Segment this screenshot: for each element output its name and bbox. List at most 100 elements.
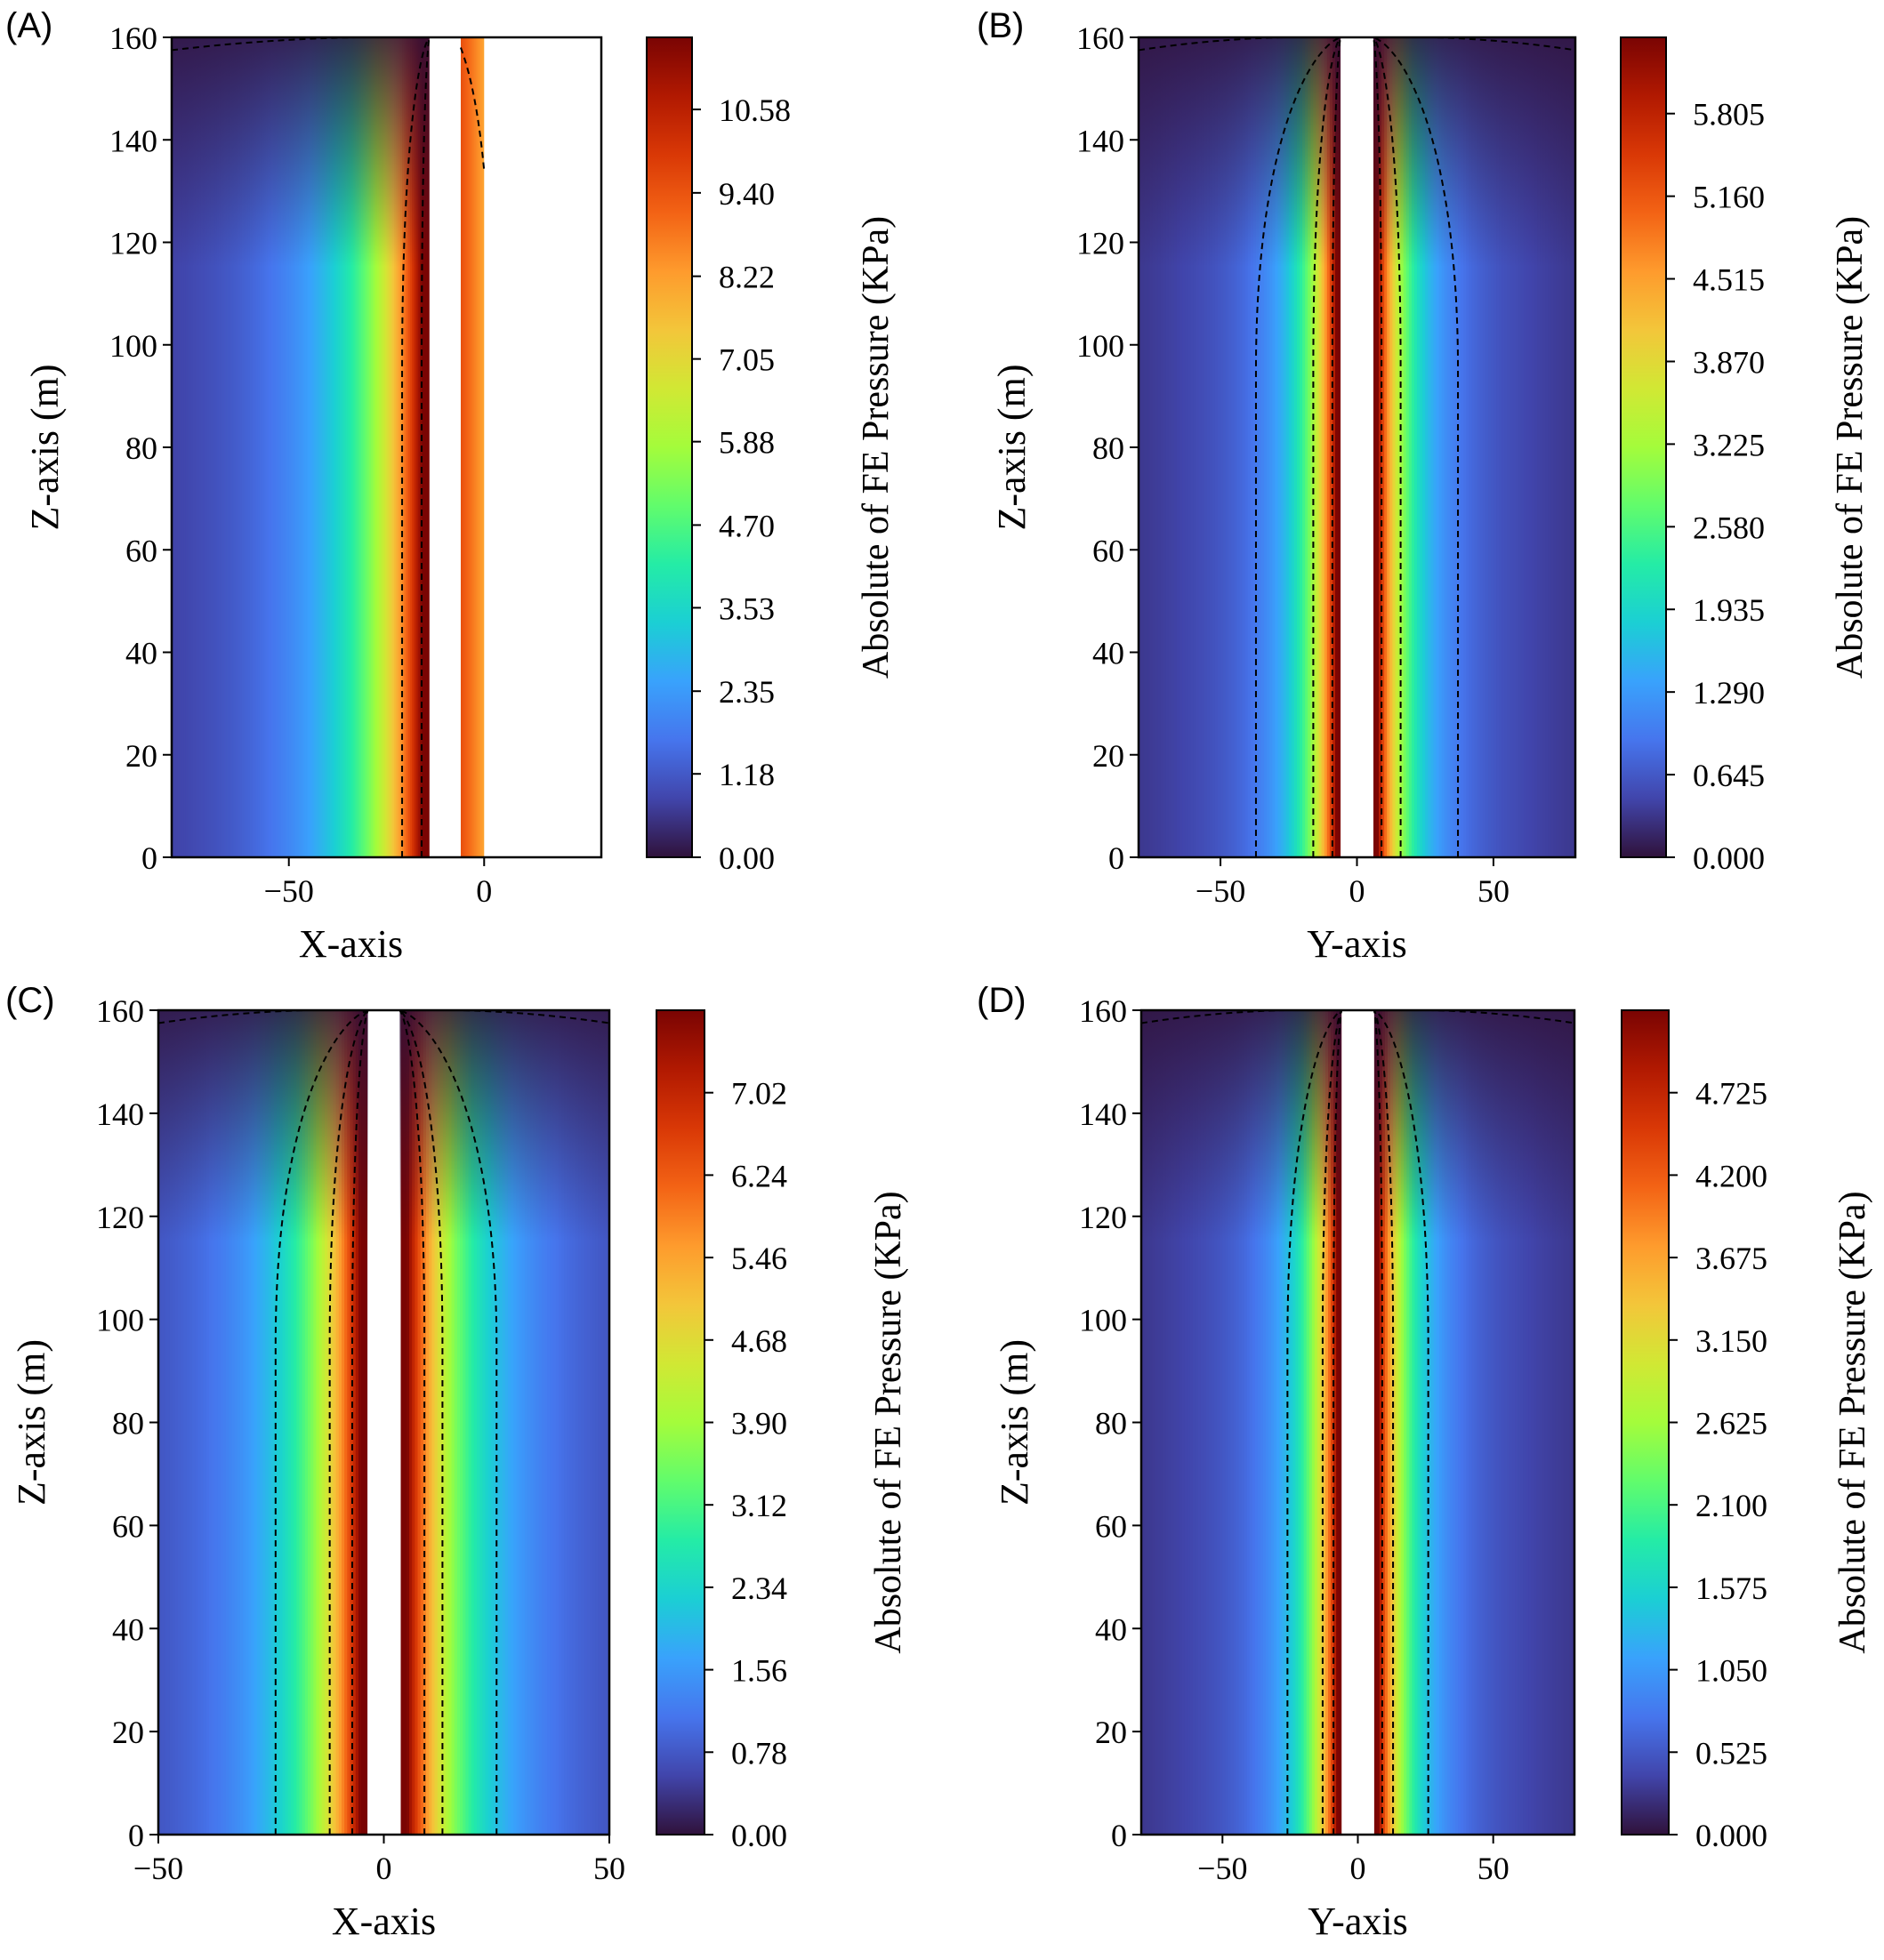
pressure-field [172,37,601,857]
y-tick-label: 100 [1076,328,1124,364]
field-column [482,37,485,857]
chart-panel: (B) 0 20 40 60 80 100 120 140 160 −50 0 50 Y-axis Z-ax… [977,6,1871,966]
colorbar-tick-label: 0.78 [731,1735,787,1771]
field-column [474,37,478,857]
colorbar-tick-label: 4.68 [731,1323,787,1359]
panel-label: (A) [5,6,52,45]
colorbar-title: Absolute of FE Pressure (KPa) [1830,216,1871,679]
y-tick-label: 20 [112,1715,144,1750]
y-axis-title: Z-axis (m) [23,365,67,531]
y-tick-label: 80 [1095,1406,1127,1442]
top-fade-right [1373,37,1575,857]
top-fade-right [1373,1010,1574,1835]
pressure-field [158,1010,609,1835]
colorbar-tick-label: 1.050 [1695,1653,1767,1689]
field-column [470,37,473,857]
pressure-contour [1312,37,1341,857]
colorbar-tick-label: 0.000 [1695,1818,1767,1853]
colorbar [656,1009,705,1835]
pressure-contour [399,1010,444,1835]
colorbar-tick-label: 4.200 [1695,1158,1767,1193]
x-axis-title: X-axis [332,1900,436,1943]
colorbar-tick-label: 3.225 [1693,427,1765,462]
top-fade-left [158,1010,368,1835]
y-tick-label: 60 [125,533,157,568]
colorbar-tick-label: 1.56 [731,1653,787,1689]
colorbar-tick-label: 5.88 [719,425,775,461]
y-tick-label: 160 [1076,20,1124,56]
surface-contour [1373,1010,1574,1024]
x-tick-label: −50 [1196,873,1245,909]
field-column [468,37,471,857]
pressure-contour [1373,37,1402,857]
surface-contour [399,1010,609,1024]
colorbar-tick-label: 2.580 [1693,510,1765,545]
pile-region [367,1010,400,1835]
surface-contour [172,37,430,52]
pressure-contour [421,37,431,857]
colorbar-tick-label: 0.00 [731,1818,787,1853]
colorbar-tick-label: 0.525 [1695,1735,1767,1771]
pressure-contour [399,1010,426,1835]
colorbar-tick-label: 6.24 [731,1158,787,1193]
y-tick-label: 80 [125,430,157,466]
panel-label: (D) [977,981,1027,1020]
y-axis-title: Z-axis (m) [993,1339,1036,1506]
pressure-contour [1372,37,1383,857]
colorbar-tick-label: 3.870 [1693,344,1765,380]
colorbar-title: Absolute of FE Pressure (KPa) [868,1191,909,1653]
y-tick-label: 120 [109,226,157,261]
field-column [479,37,483,857]
x-tick-label: −50 [264,873,314,909]
y-tick-label: 120 [1079,1200,1127,1235]
y-axis-title: Z-axis (m) [10,1339,53,1506]
y-tick-label: 80 [1092,430,1124,466]
surface-contour [1373,37,1575,52]
pressure-contour [1286,1010,1342,1835]
top-fade-left [172,37,430,857]
pressure-contour [1373,1010,1395,1835]
x-tick-label: 0 [1349,873,1365,909]
colorbar-title: Absolute of FE Pressure (KPa) [1832,1191,1873,1653]
pressure-contour [1373,1010,1429,1835]
colorbar-tick-label: 8.22 [719,260,775,295]
panel-label: (C) [5,981,55,1020]
colorbar-tick-label: 0.000 [1693,840,1765,876]
y-tick-label: 40 [1092,636,1124,671]
y-tick-label: 40 [125,636,157,671]
colorbar-tick-label: 7.02 [731,1076,787,1112]
colorbar-tick-label: 3.90 [731,1406,787,1442]
y-tick-label: 140 [1076,123,1124,158]
y-tick-label: 20 [1092,738,1124,774]
pressure-field [1139,37,1575,857]
field-column [460,37,463,857]
colorbar-tick-label: 4.515 [1693,262,1765,298]
colorbar-title: Absolute of FE Pressure (KPa) [856,216,897,679]
y-tick-label: 0 [128,1818,144,1853]
chart-panel: (D) 0 20 40 60 80 100 120 140 160 −50 0 50 Y-axis Z-ax… [977,981,1873,1943]
y-tick-label: 100 [1079,1303,1127,1338]
field-column [476,37,479,857]
colorbar-tick-label: 9.40 [719,176,775,212]
pressure-contour [1254,37,1341,857]
colorbar-tick-label: 3.675 [1695,1241,1767,1276]
colorbar-tick-label: 3.53 [719,590,775,626]
pressure-contour [1332,1010,1343,1835]
field-column [463,37,465,857]
pressure-contour [351,1010,369,1835]
colorbar-tick-label: 2.34 [731,1570,787,1606]
chart-panel: (A) 0 20 40 60 80 100 120 140 160 −50 0 X-axis Z-axis… [5,6,897,966]
colorbar-tick-label: 2.625 [1695,1406,1767,1442]
field-column [466,37,470,857]
colorbar-tick-label: 5.805 [1693,97,1765,133]
colorbar-tick-label: 3.12 [731,1488,787,1523]
surface-contour [1139,37,1341,52]
pressure-contour [459,47,486,171]
pressure-contour [1331,37,1342,857]
y-tick-label: 160 [1079,993,1127,1029]
pile-region [429,37,461,857]
colorbar-tick-label: 4.725 [1695,1076,1767,1112]
surface-contour [158,1010,368,1024]
